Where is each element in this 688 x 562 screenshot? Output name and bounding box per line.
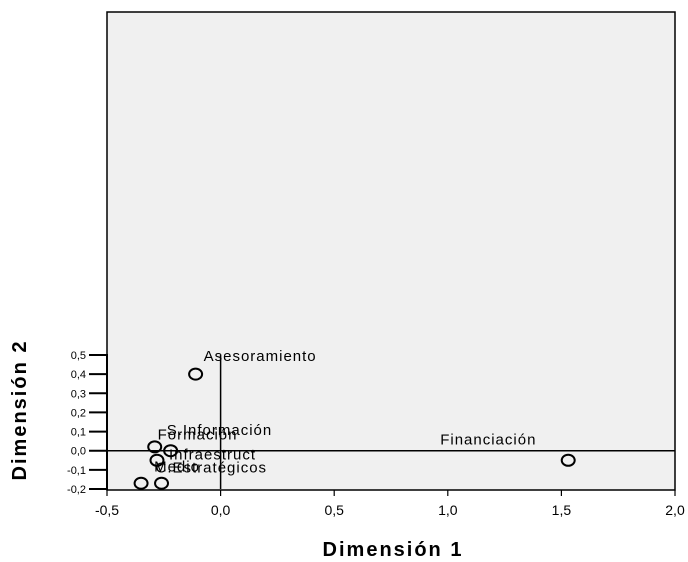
plot-area	[106, 11, 676, 491]
data-point-label: Financiación	[440, 431, 536, 448]
y-axis-ticks: 0,5 0,4 0,3 0,2 0,1 0,0 -0,1 -0,2	[67, 350, 107, 496]
x-tick-label: 1,0	[438, 502, 458, 518]
data-point-label: Formación	[158, 427, 238, 444]
data-point-label: C.Estratégicos	[156, 459, 268, 476]
y-tick-label: -0,2	[67, 484, 86, 496]
x-tick-label: 2,0	[665, 502, 685, 518]
x-tick-label: -0,5	[95, 502, 119, 518]
x-tick-label: 0,5	[324, 502, 344, 518]
axes	[106, 354, 675, 490]
data-point-label: S.Información	[167, 422, 273, 439]
data-point-marker	[188, 367, 204, 381]
y-tick-label: 0,4	[71, 369, 86, 381]
data-point-marker	[147, 440, 163, 454]
y-tick-label: 0,5	[71, 350, 86, 362]
data-point-marker	[163, 444, 179, 458]
data-point-label: Medio	[154, 458, 200, 475]
data-point-label: Infraestruct	[169, 446, 256, 463]
data-point-label: Asesoramiento	[204, 348, 317, 365]
y-tick-label: -0,1	[67, 465, 86, 477]
x-tick-label: 1,5	[552, 502, 572, 518]
x-axis-title: Dimensión 1	[323, 539, 464, 561]
data-point-marker	[133, 476, 149, 490]
data-point-marker	[154, 476, 170, 490]
x-tick-label: 0,0	[211, 502, 231, 518]
y-tick-label: 0,1	[71, 427, 86, 439]
y-axis-title: Dimensión 2	[9, 340, 31, 481]
y-tick-label: 0,2	[71, 407, 86, 419]
y-tick-label: 0,3	[71, 388, 86, 400]
x-axis-ticks: -0,5 0,0 0,5 1,0 1,5 2,0	[95, 490, 685, 518]
data-point-marker	[560, 453, 576, 467]
data-point-marker	[149, 453, 165, 467]
y-tick-label: 0,0	[71, 446, 86, 458]
